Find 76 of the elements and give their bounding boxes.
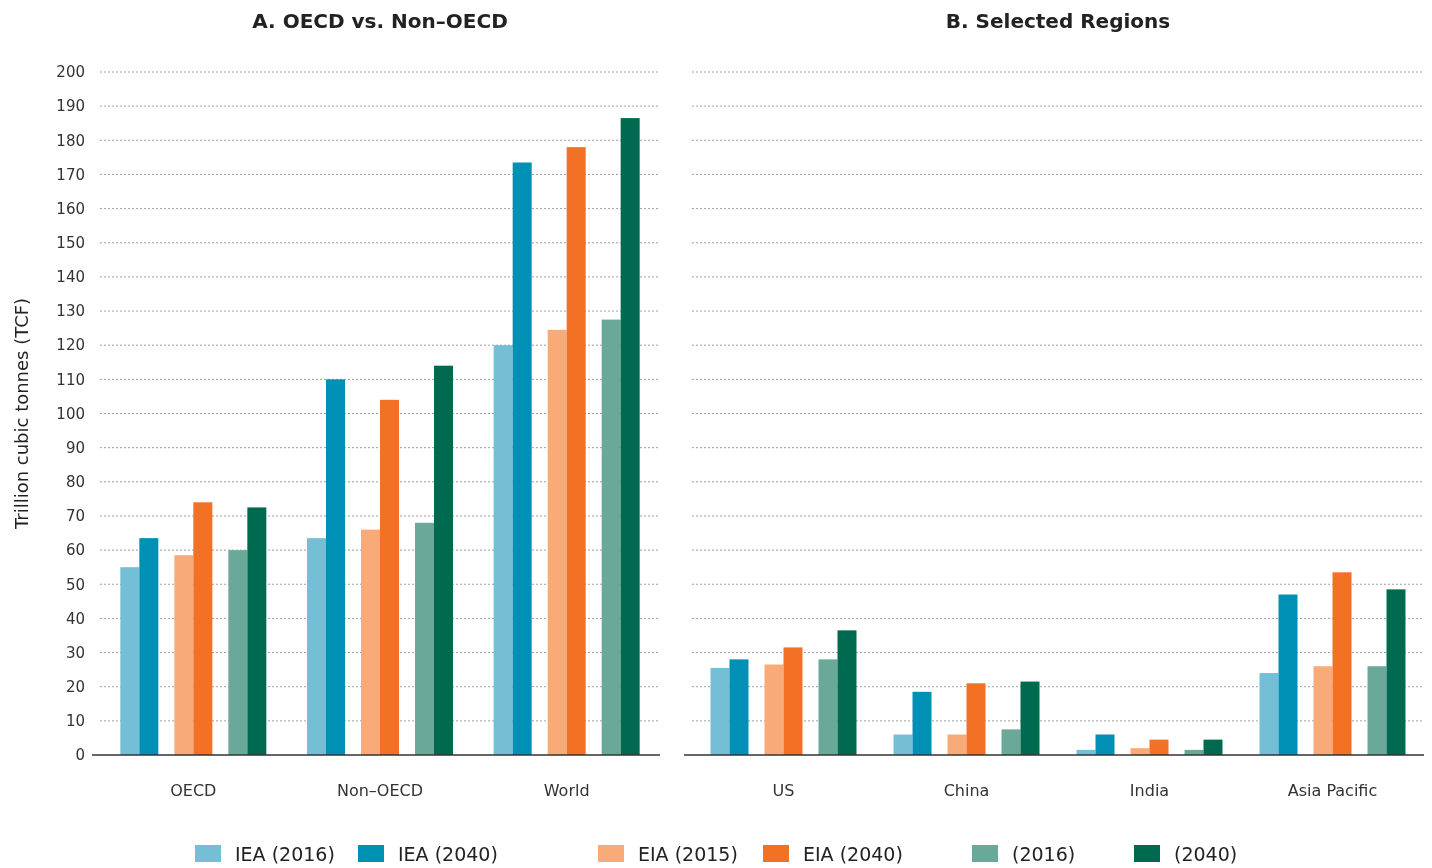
x-tick-label: OECD (170, 781, 217, 800)
y-tick-label: 60 (65, 541, 85, 560)
bar (1020, 681, 1040, 755)
bar (764, 664, 784, 755)
y-tick-label: 140 (56, 268, 85, 287)
y-axis-title: Trillion cubic tonnes (TCF) (11, 297, 32, 531)
bar (893, 734, 913, 755)
bar (120, 567, 140, 755)
chart-title: B. Selected Regions (945, 9, 1171, 33)
legend-label: IEA (2016) (235, 842, 335, 865)
bar (361, 529, 380, 755)
y-tick-label: 180 (56, 131, 85, 150)
x-tick-label: India (1129, 781, 1170, 800)
x-tick-label: Asia Pacific (1287, 781, 1378, 800)
bar (1278, 594, 1298, 755)
y-tick-label: 40 (65, 609, 85, 628)
bar (837, 630, 857, 755)
legend-label: EIA (2015) (638, 842, 738, 865)
bar (1001, 729, 1021, 755)
legend-label: EIA (2040) (803, 842, 903, 865)
bar (307, 538, 326, 755)
bar (818, 659, 838, 755)
bar (783, 647, 803, 755)
bar (193, 502, 213, 755)
bar (380, 399, 399, 755)
y-tick-label: 120 (56, 336, 85, 355)
y-tick-label: 130 (56, 302, 85, 321)
y-tick-label: 80 (65, 473, 85, 492)
bar (1332, 572, 1352, 755)
bar (966, 683, 986, 755)
bar (1149, 739, 1169, 755)
legend-label: (2040) (1174, 842, 1238, 865)
bar (139, 538, 159, 755)
legend-label: (2016) (1012, 842, 1076, 865)
y-tick-label: 110 (56, 370, 85, 389)
bar (710, 667, 730, 755)
bar (601, 319, 621, 755)
chart-title: A. OECD vs. Non–OECD (252, 9, 508, 33)
bar (326, 379, 345, 755)
bar (228, 550, 248, 755)
x-tick-label: China (943, 781, 990, 800)
bar (547, 329, 567, 755)
bar (566, 147, 586, 755)
bar (1203, 739, 1223, 755)
bar (912, 691, 932, 755)
bar (247, 507, 267, 755)
y-tick-label: 170 (56, 165, 85, 184)
bar (512, 162, 532, 755)
y-tick-label: 90 (65, 438, 85, 457)
y-tick-label: 190 (56, 97, 85, 116)
x-tick-label: US (772, 781, 795, 800)
bar (1259, 673, 1279, 755)
bar (729, 659, 749, 755)
y-tick-label: 160 (56, 199, 85, 218)
bar (493, 345, 513, 755)
bar (1367, 666, 1387, 755)
y-tick-label: 50 (65, 575, 85, 594)
y-tick-label: 200 (56, 63, 85, 82)
bar (174, 555, 194, 755)
bar (434, 365, 453, 755)
y-tick-label: 0 (75, 746, 85, 765)
y-tick-label: 150 (56, 234, 85, 252)
x-tick-label: Non–OECD (336, 781, 424, 800)
y-tick-label: 20 (65, 677, 85, 696)
x-tick-label: World (543, 781, 590, 800)
legend-label: IEA (2040) (398, 842, 498, 865)
bar (620, 118, 640, 755)
y-tick-label: 30 (65, 643, 85, 662)
y-tick-label: 100 (56, 404, 85, 423)
bar (947, 734, 967, 755)
bar (1313, 666, 1333, 755)
bar (415, 522, 434, 755)
bar (1095, 734, 1115, 755)
bar (1386, 589, 1406, 755)
y-tick-label: 10 (65, 712, 85, 731)
y-tick-label: 70 (65, 507, 85, 526)
